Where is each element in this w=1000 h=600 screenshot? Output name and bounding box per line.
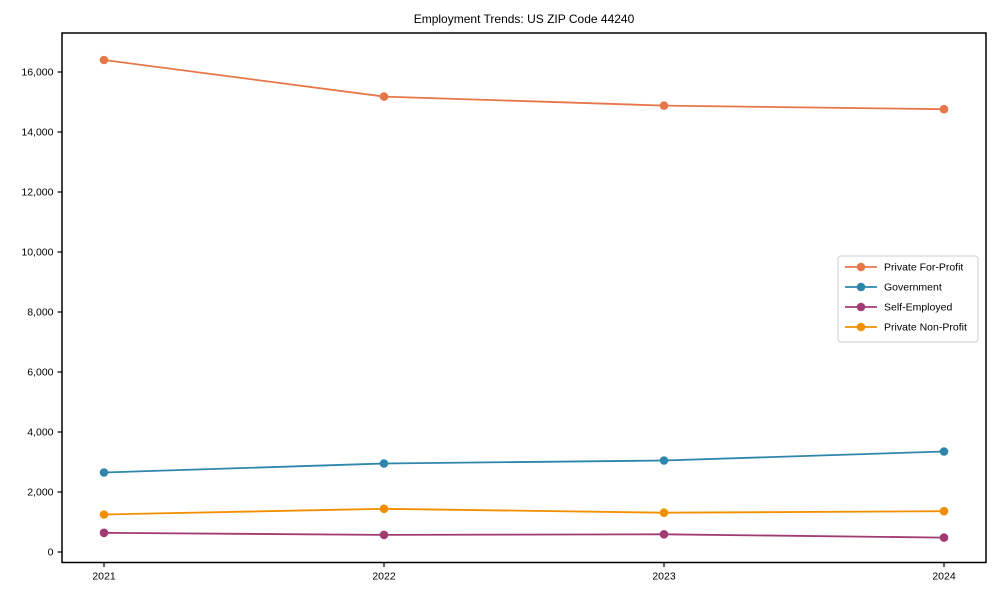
data-point-private-for-profit-2021 — [99, 55, 109, 65]
data-point-private-for-profit-2024 — [939, 104, 949, 114]
series-private-non-profit — [99, 504, 949, 519]
legend: Private For-Profit Government Self-Employe… — [837, 255, 979, 343]
data-point-private-non-profit-2024 — [939, 506, 949, 516]
legend-item-self-employed: Self-Employed — [845, 302, 952, 314]
legend-label: Private Non-Profit — [884, 322, 967, 334]
legend-label: Government — [884, 282, 942, 294]
data-point-private-non-profit-2021 — [99, 510, 109, 519]
y-tick-label: 12,000 — [21, 187, 53, 199]
data-point-self-employed-2024 — [939, 533, 949, 542]
plot-area: 0 2,000 4,000 6,000 8,000 10,000 12,000 14,000 1… — [21, 32, 987, 583]
x-axis: 2021 2022 2023 2024 — [92, 562, 956, 583]
data-point-government-2024 — [939, 447, 949, 456]
legend-item-government: Government — [845, 282, 942, 294]
series-line-self-employed — [103, 531, 945, 539]
data-point-private-for-profit-2022 — [379, 92, 389, 101]
series-line-private-for-profit — [103, 59, 945, 111]
legend-item-private-non-profit: Private Non-Profit — [845, 322, 967, 334]
legend-marker-icon — [856, 322, 866, 332]
y-tick-label: 0 — [48, 547, 54, 559]
series-private-for-profit — [99, 55, 949, 114]
legend-marker-icon — [856, 262, 866, 272]
data-point-government-2023 — [659, 456, 669, 465]
x-tick-label: 2023 — [652, 571, 676, 583]
series-line-private-non-profit — [103, 507, 945, 516]
legend-marker-icon — [856, 282, 866, 292]
data-point-self-employed-2023 — [659, 530, 669, 539]
y-tick-label: 4,000 — [27, 427, 53, 439]
legend-item-private-for-profit: Private For-Profit — [845, 262, 963, 274]
data-point-self-employed-2022 — [379, 530, 389, 540]
legend-box — [837, 255, 979, 343]
data-point-private-for-profit-2023 — [659, 101, 669, 110]
chart-title: Employment Trends: US ZIP Code 44240 — [414, 12, 635, 26]
x-tick-label: 2024 — [932, 571, 956, 583]
legend-label: Private For-Profit — [884, 262, 963, 274]
x-tick-label: 2021 — [92, 571, 116, 583]
series-self-employed — [99, 528, 949, 542]
y-tick-label: 14,000 — [21, 127, 53, 139]
legend-marker-icon — [856, 302, 866, 312]
legend-label: Self-Employed — [884, 302, 952, 314]
data-point-self-employed-2021 — [99, 528, 109, 538]
data-point-private-non-profit-2022 — [379, 504, 389, 514]
plot-border — [61, 32, 987, 564]
y-axis: 0 2,000 4,000 6,000 8,000 10,000 12,000 14,000 1… — [21, 67, 62, 559]
y-tick-label: 6,000 — [27, 367, 53, 379]
series-line-government — [103, 450, 945, 474]
y-tick-label: 10,000 — [21, 247, 53, 259]
data-point-government-2022 — [379, 459, 389, 468]
y-tick-label: 8,000 — [27, 307, 53, 319]
y-tick-label: 16,000 — [21, 67, 53, 79]
y-tick-label: 2,000 — [27, 487, 53, 499]
series-government — [99, 447, 949, 477]
data-point-private-non-profit-2023 — [659, 508, 669, 517]
data-point-government-2021 — [99, 468, 109, 477]
x-tick-label: 2022 — [372, 571, 396, 583]
